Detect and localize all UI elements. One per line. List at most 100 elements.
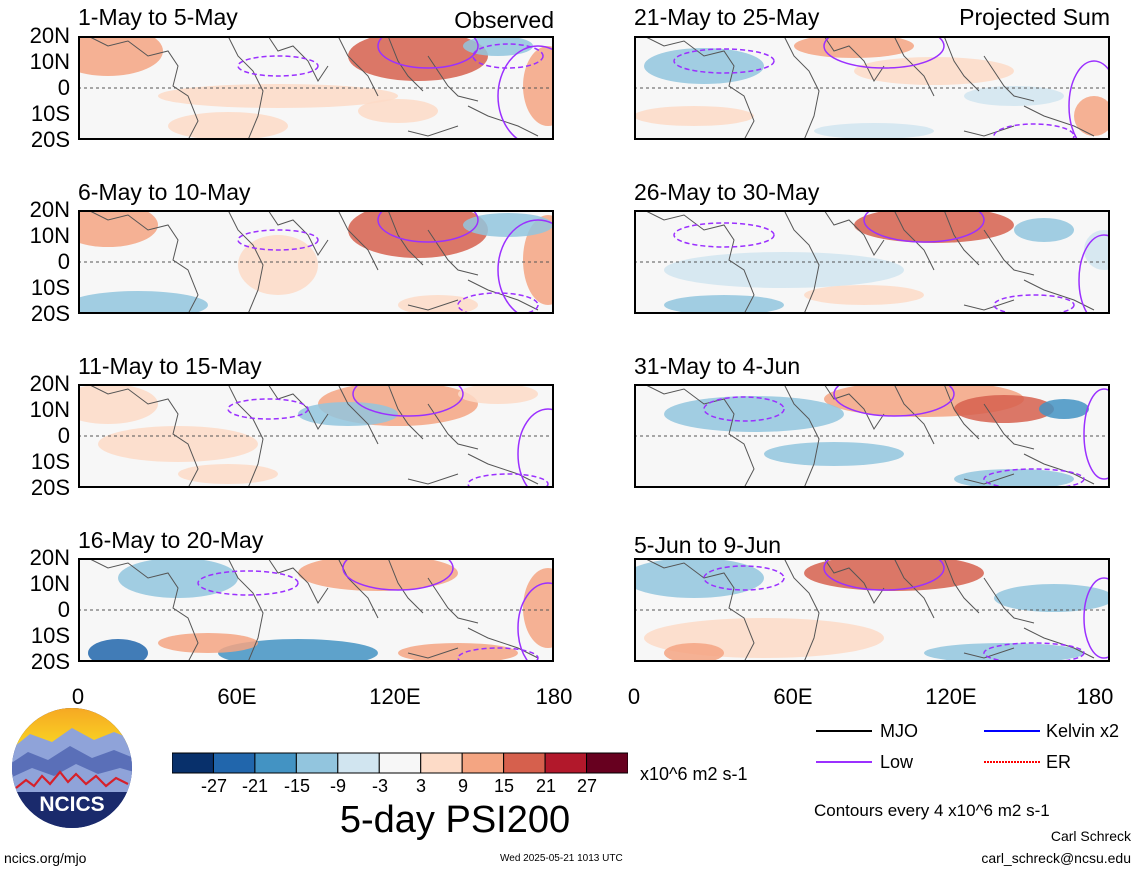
map-panel-1 [78, 36, 554, 140]
low-contour [673, 222, 775, 248]
low-contour [1068, 60, 1110, 140]
legend-label-er: ER [1046, 752, 1072, 772]
colorbar-label: -21 [241, 776, 268, 796]
low-contour [993, 123, 1075, 140]
lat-label: 20S [30, 649, 70, 674]
colorbar-label: 15 [493, 776, 515, 796]
lat-label: 10S [30, 275, 70, 300]
low-contour [517, 408, 554, 488]
map-panel-2 [634, 36, 1110, 140]
anomaly-shading [664, 252, 904, 288]
low-contour [823, 558, 945, 591]
footer-site-link[interactable]: ncics.org/mjo [4, 850, 87, 866]
coastline [643, 210, 1095, 314]
low-contour [467, 473, 549, 488]
panel-title: 21-May to 25-May [634, 4, 820, 30]
anomaly-shading [158, 633, 258, 653]
low-contour [673, 48, 775, 74]
low-contour [863, 210, 985, 243]
colorbar-swatch [295, 752, 339, 774]
anomaly-shading [238, 235, 318, 295]
anomaly-shading [88, 639, 148, 662]
colorbar-swatches [172, 752, 628, 774]
colorbar-label: 9 [457, 776, 468, 796]
lon-label: 180 [535, 684, 573, 709]
panel-title: 16-May to 20-May [78, 527, 264, 553]
coastline [643, 384, 1095, 488]
low-contour [197, 570, 299, 596]
anomaly-shading [218, 639, 378, 662]
anomaly-shading [804, 558, 984, 591]
low-contour [1078, 234, 1110, 314]
low-contour [352, 384, 464, 417]
colorbar-swatch [337, 752, 380, 774]
low-contour [457, 292, 539, 314]
lat-label: 20S [30, 127, 70, 152]
lat-label: 0 [57, 249, 70, 274]
low-contour [823, 36, 945, 69]
panel-title: 26-May to 30-May [634, 179, 820, 205]
low-contour [983, 642, 1085, 662]
footer-timestamp: Wed 2025-05-21 1013 UTC [500, 853, 623, 864]
ncics-logo: NCICS [10, 706, 134, 830]
anomaly-shading [178, 464, 278, 484]
lat-label: 0 [57, 75, 70, 100]
anomaly-shading [118, 558, 238, 598]
anomaly-shading [168, 112, 288, 140]
logo-text: NCICS [39, 793, 104, 816]
colorbar-title: 5-day PSI200 [339, 799, 571, 841]
panel-title: 6-May to 10-May [78, 179, 251, 205]
legend-line-er [984, 761, 1040, 763]
legend-line-mjo [816, 730, 872, 732]
lat-label: 20N [29, 371, 70, 396]
lon-label: 0 [71, 684, 85, 709]
low-contour [227, 398, 309, 420]
low-contour [833, 384, 955, 417]
lon-label: 120E [925, 684, 977, 709]
anomaly-shading [664, 396, 844, 432]
map-panel-8 [634, 558, 1110, 662]
lat-label: 10N [29, 223, 70, 248]
low-contour [497, 219, 554, 314]
panel-frame [634, 384, 1110, 488]
map-panel-4 [634, 210, 1110, 314]
lat-label: 20S [30, 475, 70, 500]
lon-label: 60E [773, 684, 813, 709]
footer-email[interactable]: carl_schreck@ncsu.edu [981, 850, 1131, 866]
lat-label: 10N [29, 49, 70, 74]
map-panel-3 [78, 210, 554, 314]
lat-label: 10N [29, 571, 70, 596]
panel-title: 11-May to 15-May [78, 353, 262, 379]
low-contour [517, 582, 554, 662]
low-contour [377, 36, 479, 69]
legend-label-kelvin: Kelvin x2 [1046, 721, 1120, 741]
anomaly-shading [804, 285, 924, 305]
anomaly-shading [348, 210, 488, 258]
anomaly-shading [854, 57, 1014, 85]
legend-label-low: Low [880, 752, 914, 772]
map-panel-6 [634, 384, 1110, 488]
anomaly-shading [954, 469, 1074, 488]
anomaly-shading [298, 402, 398, 426]
low-contour [472, 43, 544, 69]
anomaly-shading [794, 36, 914, 58]
anomaly-shading [398, 643, 518, 662]
legend-line-low [816, 761, 872, 763]
anomaly-shading [814, 123, 934, 139]
low-contour [342, 558, 454, 591]
anomaly-shading [298, 558, 458, 591]
colorbar-label: -9 [329, 776, 346, 796]
anomaly-shading [398, 295, 478, 314]
coastline [643, 36, 1095, 140]
anomaly-shading [523, 568, 554, 648]
anomaly-shading [854, 210, 1014, 243]
colorbar-swatch [212, 752, 256, 774]
lat-label: 10S [30, 623, 70, 648]
coastline [643, 558, 1095, 662]
anomaly-shading [1084, 230, 1110, 270]
anomaly-shading [924, 643, 1084, 662]
colorbar-swatch [586, 752, 628, 774]
map-panel-5 [78, 384, 554, 488]
colorbar-label: 21 [535, 776, 557, 796]
low-contour [993, 294, 1075, 314]
